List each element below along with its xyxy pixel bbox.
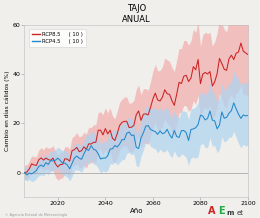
Text: © Agencia Estatal de Meteorología: © Agencia Estatal de Meteorología: [5, 213, 67, 217]
Title: TAJO
ANUAL: TAJO ANUAL: [122, 4, 151, 24]
Y-axis label: Cambio en días cálidos (%): Cambio en días cálidos (%): [4, 71, 10, 152]
Text: E: E: [218, 206, 225, 216]
Legend: RCP8.5     ( 10 ), RCP4.5     ( 10 ): RCP8.5 ( 10 ), RCP4.5 ( 10 ): [29, 29, 86, 47]
Text: m: m: [226, 210, 233, 216]
Text: et: et: [237, 210, 244, 216]
Text: A: A: [208, 206, 216, 216]
X-axis label: Año: Año: [129, 208, 143, 214]
